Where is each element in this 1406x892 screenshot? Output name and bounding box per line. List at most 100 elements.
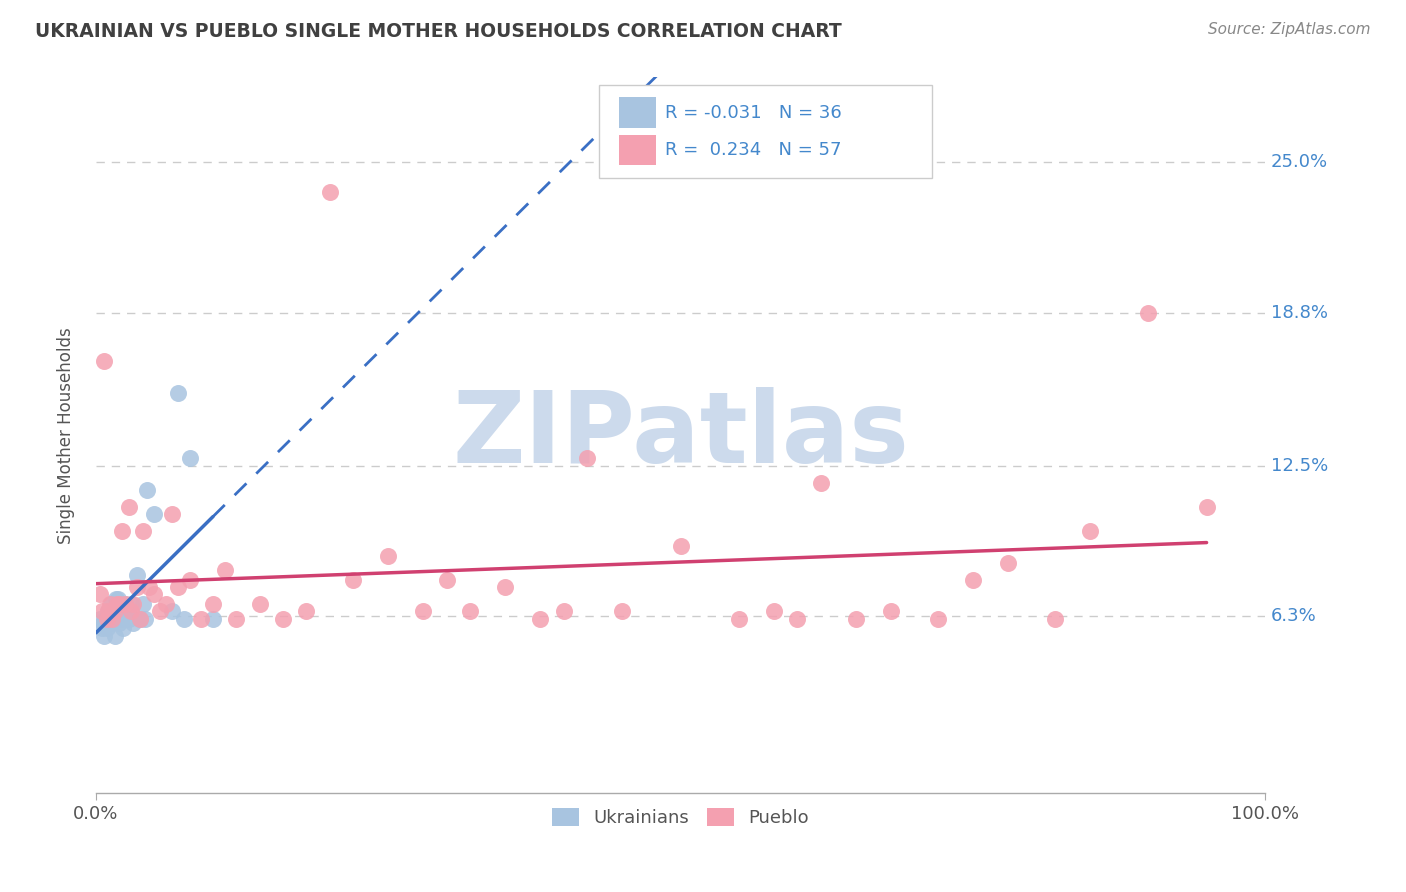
Point [117, 604, 139, 618]
Point [96, 612, 118, 626]
Point [962, 573, 984, 587]
Point [125, 580, 148, 594]
Point [160, 604, 183, 618]
Point [214, 563, 236, 577]
Text: R = -0.031   N = 36: R = -0.031 N = 36 [665, 103, 842, 121]
Point [575, 451, 598, 466]
Point [111, 524, 134, 539]
Point [728, 612, 751, 626]
Point [1195, 500, 1218, 514]
Text: 25.0%: 25.0% [1271, 153, 1329, 171]
Text: 18.8%: 18.8% [1271, 304, 1327, 322]
Point [129, 612, 152, 626]
Point [494, 580, 516, 594]
Point [149, 604, 172, 618]
Point [104, 592, 127, 607]
Point [103, 604, 125, 618]
Point [108, 597, 131, 611]
Text: Source: ZipAtlas.com: Source: ZipAtlas.com [1208, 22, 1371, 37]
Point [610, 604, 633, 618]
Text: ZIPatlas: ZIPatlas [453, 387, 908, 483]
Point [97, 604, 120, 618]
Point [295, 604, 318, 618]
Point [155, 597, 177, 611]
Point [118, 500, 141, 514]
Point [105, 597, 128, 611]
Point [132, 597, 155, 611]
Text: R =  0.234   N = 57: R = 0.234 N = 57 [665, 142, 842, 160]
FancyBboxPatch shape [599, 85, 932, 178]
Point [845, 612, 868, 626]
Point [179, 451, 201, 466]
Point [458, 604, 481, 618]
Point [880, 604, 903, 618]
Point [997, 556, 1019, 570]
Point [89, 612, 111, 626]
Point [271, 612, 294, 626]
Point [669, 539, 692, 553]
Point [927, 612, 949, 626]
Point [90, 604, 112, 618]
Point [114, 597, 136, 611]
Point [179, 573, 201, 587]
Point [93, 354, 115, 368]
Point [553, 604, 575, 618]
Point [319, 185, 342, 199]
Text: UKRAINIAN VS PUEBLO SINGLE MOTHER HOUSEHOLDS CORRELATION CHART: UKRAINIAN VS PUEBLO SINGLE MOTHER HOUSEH… [35, 22, 842, 41]
Point [763, 604, 786, 618]
Point [786, 612, 808, 626]
Point [97, 604, 120, 618]
Point [1043, 612, 1066, 626]
Point [89, 587, 111, 601]
Point [249, 597, 271, 611]
Point [93, 629, 115, 643]
Point [810, 475, 832, 490]
Point [100, 597, 122, 611]
Point [134, 612, 156, 626]
Point [94, 612, 117, 626]
Point [125, 568, 148, 582]
Point [136, 483, 159, 497]
Point [98, 612, 121, 626]
Point [101, 612, 124, 626]
Point [97, 616, 120, 631]
Point [143, 587, 166, 601]
Point [111, 621, 134, 635]
Point [91, 616, 114, 631]
Point [104, 604, 127, 618]
Point [118, 612, 141, 626]
Point [96, 621, 118, 635]
Point [1078, 524, 1101, 539]
Point [105, 612, 128, 626]
Point [122, 597, 145, 611]
Point [529, 612, 551, 626]
Text: 6.3%: 6.3% [1271, 607, 1316, 625]
Point [342, 573, 364, 587]
Point [98, 597, 121, 611]
Point [108, 616, 131, 631]
Point [101, 616, 124, 631]
Bar [619, 136, 657, 166]
Legend: Ukrainians, Pueblo: Ukrainians, Pueblo [544, 801, 817, 834]
Point [132, 524, 155, 539]
Point [412, 604, 434, 618]
Point [114, 597, 136, 611]
Point [377, 549, 399, 563]
Point [201, 597, 224, 611]
Point [160, 508, 183, 522]
Point [190, 612, 212, 626]
Y-axis label: Single Mother Households: Single Mother Households [58, 327, 75, 544]
Point [225, 612, 247, 626]
Point [143, 508, 166, 522]
Point [104, 629, 127, 643]
Point [120, 597, 142, 611]
Point [1137, 306, 1160, 320]
Point [166, 385, 188, 400]
Point [111, 604, 134, 618]
Point [120, 604, 142, 618]
Point [138, 580, 160, 594]
Point [166, 580, 188, 594]
Bar [619, 97, 657, 128]
Point [122, 616, 145, 631]
Point [129, 612, 152, 626]
